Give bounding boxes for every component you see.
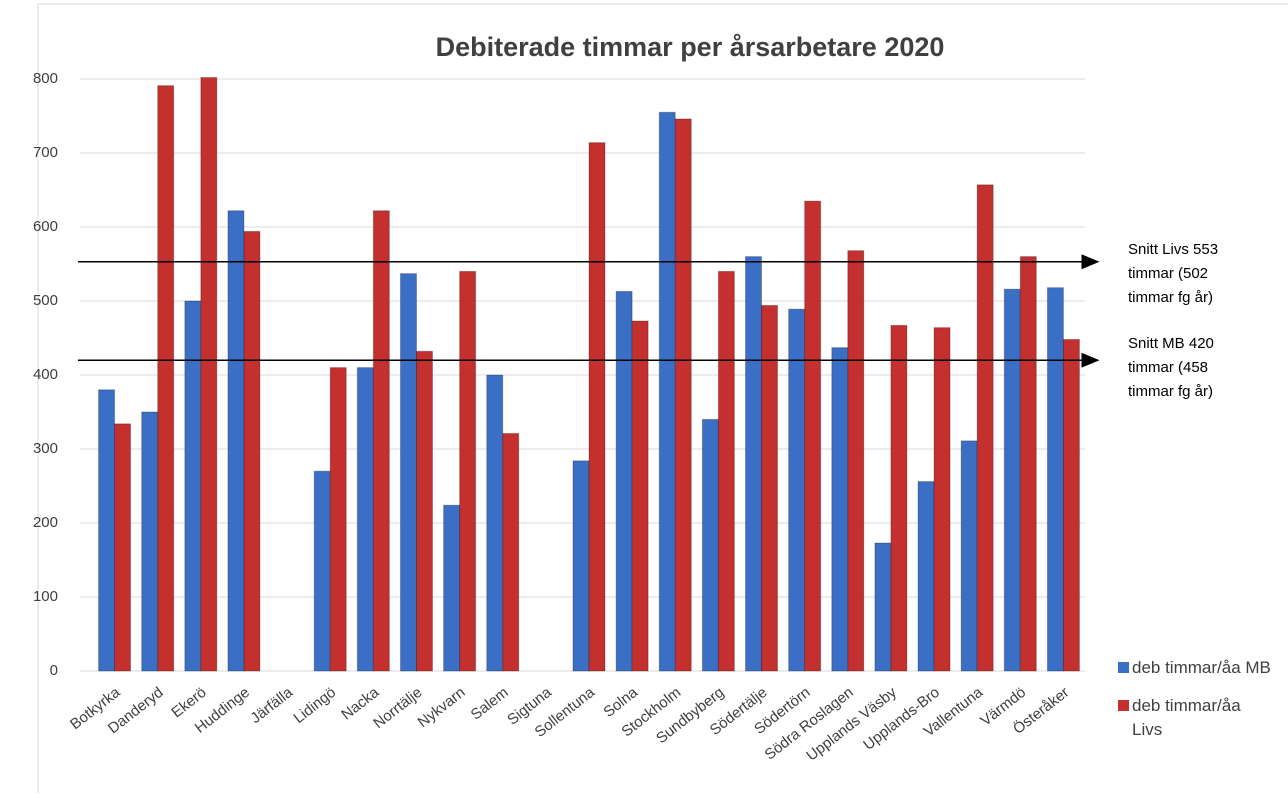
- annotation-text: timmar (458: [1128, 359, 1208, 376]
- bar: [890, 324, 908, 672]
- bar: [227, 210, 245, 672]
- legend-label: deb timmar/åa MB: [1132, 658, 1271, 677]
- x-tick-label: Lidingö: [291, 684, 340, 727]
- bar: [313, 470, 331, 672]
- bar: [459, 270, 477, 672]
- bar: [847, 250, 865, 672]
- bar: [674, 118, 692, 672]
- bar: [98, 389, 116, 672]
- bar: [200, 77, 218, 672]
- bar: [572, 460, 590, 672]
- y-tick-label: 0: [50, 662, 58, 679]
- legend: deb timmar/åa MB deb timmar/åa Livs: [1118, 656, 1288, 756]
- y-tick-label: 600: [33, 218, 58, 235]
- annotation-text: Snitt MB 420: [1128, 335, 1214, 352]
- bar: [933, 327, 951, 672]
- y-tick-label: 700: [33, 144, 58, 161]
- bar: [502, 432, 520, 672]
- bar: [588, 142, 606, 672]
- bar: [114, 423, 132, 672]
- legend-swatch: [1118, 700, 1129, 711]
- y-tick-label: 500: [33, 292, 58, 309]
- bar: [329, 367, 347, 672]
- annotation-text: timmar fg år): [1128, 289, 1213, 306]
- bar: [356, 367, 374, 672]
- x-tick-label: Järfälla: [247, 683, 296, 727]
- y-tick-label: 100: [33, 588, 58, 605]
- bar: [874, 542, 892, 672]
- bar: [243, 230, 261, 672]
- bar: [443, 504, 461, 672]
- bar: [157, 85, 175, 672]
- bar: [658, 111, 676, 672]
- annotation-text: Snitt Livs 553: [1128, 241, 1218, 258]
- bar: [1003, 288, 1021, 672]
- chart-border: [37, 3, 1288, 798]
- bar: [831, 347, 849, 672]
- bar: [717, 270, 735, 672]
- bar: [701, 418, 719, 672]
- bar: [615, 290, 633, 672]
- y-tick-label: 400: [33, 366, 58, 383]
- legend-item: deb timmar/åa Livs: [1118, 694, 1288, 742]
- legend-item: deb timmar/åa MB: [1118, 656, 1288, 680]
- bar: [788, 308, 806, 672]
- y-tick-label: 200: [33, 514, 58, 531]
- bar: [372, 210, 390, 672]
- bar: [141, 411, 159, 672]
- bar: [631, 320, 649, 672]
- legend-label: deb timmar/åa Livs: [1132, 696, 1241, 739]
- bar: [1046, 287, 1064, 672]
- y-tick-label: 300: [33, 440, 58, 457]
- legend-swatch: [1118, 662, 1129, 673]
- bar: [745, 256, 763, 672]
- bar: [960, 440, 978, 672]
- x-tick-label: Nykvarn: [415, 684, 469, 731]
- annotation-text: timmar (502: [1128, 265, 1208, 282]
- bar: [976, 184, 994, 672]
- x-tick-label: Norrtälje: [370, 684, 425, 732]
- bar: [1019, 256, 1037, 672]
- y-tick-label: 800: [33, 70, 58, 87]
- bar: [415, 350, 433, 672]
- bar: [1062, 338, 1080, 672]
- bar: [486, 374, 504, 672]
- bar: [761, 304, 779, 672]
- chart-title: Debiterade timmar per årsarbetare 2020: [436, 32, 945, 62]
- annotation-text: timmar fg år): [1128, 383, 1213, 400]
- bar: [184, 300, 202, 672]
- bar: [399, 273, 417, 672]
- bar: [804, 200, 822, 672]
- bar: [917, 481, 935, 672]
